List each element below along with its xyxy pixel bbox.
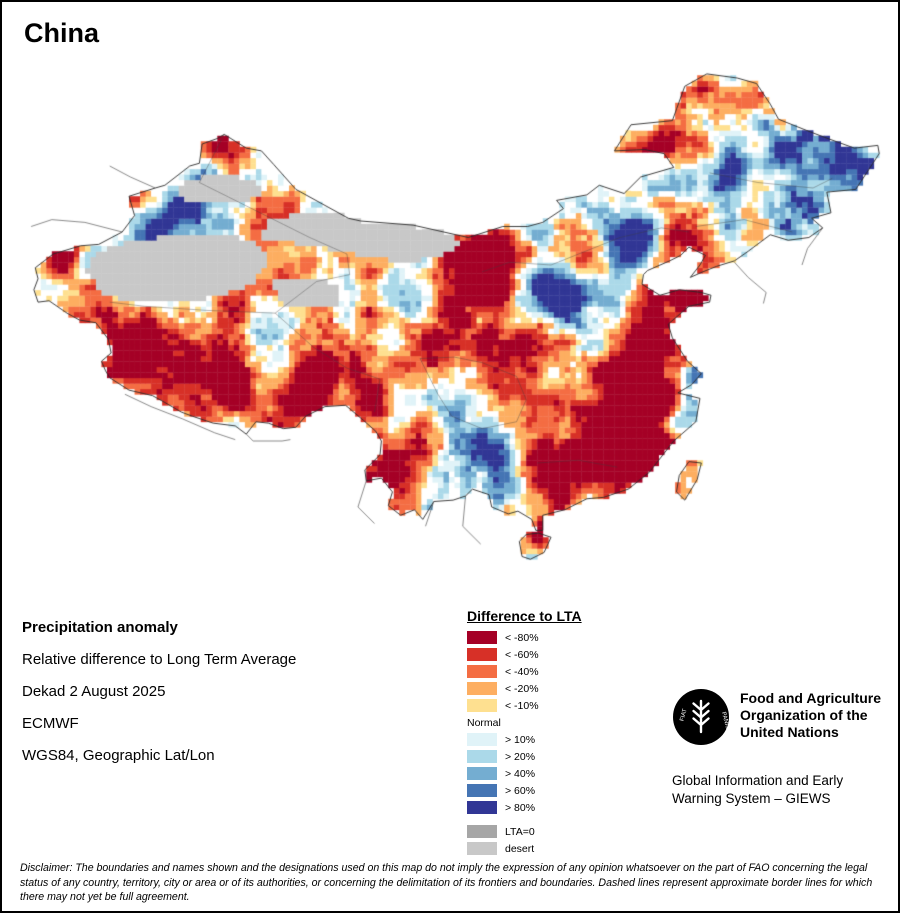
legend-label: > 10% (505, 733, 536, 746)
legend-swatch (467, 842, 497, 855)
fao-block: FIAT PANIS Food and Agriculture Organiza… (672, 688, 890, 746)
legend-item: Normal (467, 714, 582, 731)
map-subtitle-anomaly: Precipitation anomaly (22, 619, 178, 636)
legend: Difference to LTA < -80% < -60% < -40% < -2… (467, 608, 582, 857)
legend-items: < -80% < -60% < -40% < -20% < -10% Normal > 10… (467, 629, 582, 816)
legend-label: > 60% (505, 784, 536, 797)
legend-label: < -10% (505, 699, 539, 712)
legend-label: < -80% (505, 631, 539, 644)
legend-item: > 20% (467, 748, 582, 765)
fao-logo: FIAT PANIS (673, 689, 730, 745)
fao-motto-fiat: FIAT (680, 708, 689, 722)
legend-swatch (467, 801, 497, 814)
legend-label: > 40% (505, 767, 536, 780)
page-title: China (24, 18, 100, 48)
disclaimer-text: Disclaimer: The boundaries and names sho… (20, 862, 873, 903)
legend-item: < -10% (467, 697, 582, 714)
legend-title: Difference to LTA (467, 608, 582, 624)
fao-name: Food and Agriculture Organization of the… (740, 690, 882, 740)
legend-swatch (467, 784, 497, 797)
legend-label: > 20% (505, 750, 536, 763)
legend-swatch (467, 825, 497, 838)
legend-item: > 40% (467, 765, 582, 782)
legend-swatch (467, 648, 497, 661)
legend-swatch (467, 750, 497, 763)
legend-item: < -60% (467, 646, 582, 663)
legend-item: LTA=0 (467, 823, 582, 840)
map-info-block: Precipitation anomaly Relative differenc… (22, 612, 296, 772)
legend-item: < -20% (467, 680, 582, 697)
map-subtitle-source: ECMWF (22, 715, 79, 732)
legend-label: < -60% (505, 648, 539, 661)
giews-name: Global Information and Early Warning Sys… (672, 773, 844, 806)
legend-swatch (467, 665, 497, 678)
legend-item: < -80% (467, 629, 582, 646)
legend-item: > 80% (467, 799, 582, 816)
legend-label: Normal (467, 716, 501, 729)
legend-swatch (467, 682, 497, 695)
legend-swatch (467, 733, 497, 746)
legend-label: desert (505, 842, 535, 855)
legend-item: > 10% (467, 731, 582, 748)
fao-motto-panis: PANIS (720, 711, 730, 730)
legend-item: desert (467, 840, 582, 857)
legend-label: LTA=0 (505, 825, 535, 838)
legend-item: > 60% (467, 782, 582, 799)
legend-swatch (467, 699, 497, 712)
fao-wheat-icon (692, 699, 710, 734)
legend-label: < -20% (505, 682, 539, 695)
legend-swatch (467, 767, 497, 780)
legend-label: < -40% (505, 665, 539, 678)
map-subtitle-dekad: Dekad 2 August 2025 (22, 683, 166, 700)
legend-item: < -40% (467, 663, 582, 680)
legend-label: > 80% (505, 801, 536, 814)
map-subtitle-projection: WGS84, Geographic Lat/Lon (22, 747, 215, 764)
map-subtitle-relative: Relative difference to Long Term Average (22, 651, 297, 668)
legend-swatch (467, 631, 497, 644)
legend-extra: LTA=0 desert (467, 823, 582, 857)
